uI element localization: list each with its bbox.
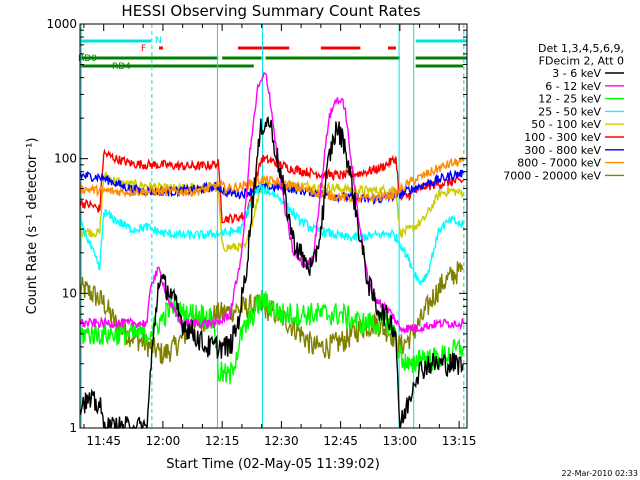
y-tick-label-3: 1000 (46, 17, 77, 31)
legend: Det 1,3,4,5,6,9,FDecim 2, Att 03 - 6 keV… (503, 42, 624, 182)
footer-date: 22-Mar-2010 02:33 (562, 469, 639, 478)
legend-label-1: 6 - 12 keV (545, 80, 601, 93)
legend-label-5: 100 - 300 keV (524, 131, 601, 144)
axes: 11:45 12:00 12:15 12:30 12:45 13:00 13:15 1 10 10… (46, 17, 476, 448)
x-tick-label-1: 12:00 (146, 434, 181, 448)
x-tick-label-0: 11:45 (86, 434, 121, 448)
y-tick-label-0: 1 (69, 421, 77, 435)
y-axis-label: Count Rate (s⁻¹ detector⁻¹) (25, 138, 40, 315)
legend-label-7: 800 - 7000 keV (517, 157, 601, 170)
flare-flag-label: F (141, 44, 146, 54)
y-tick-label-2: 100 (54, 152, 77, 166)
x-tick-label-2: 12:15 (205, 434, 240, 448)
legend-header-0: Det 1,3,4,5,6,9, (538, 42, 624, 55)
x-axis-label: Start Time (02-May-05 11:39:02) (166, 457, 380, 472)
series-line-4 (79, 171, 464, 252)
legend-label-0: 3 - 6 keV (552, 67, 601, 80)
x-tick-label-4: 12:45 (323, 434, 358, 448)
flag-bars: NF RD0 RD4 (78, 36, 467, 72)
series-line-0 (79, 116, 464, 429)
series-lines (79, 71, 464, 429)
x-tick-label-3: 12:30 (264, 434, 299, 448)
chart-title: HESSI Observing Summary Count Rates (121, 2, 420, 20)
series-line-1 (79, 71, 464, 334)
plot-frame (79, 23, 468, 429)
legend-label-6: 300 - 800 keV (524, 144, 601, 157)
legend-label-3: 25 - 50 keV (538, 105, 601, 118)
legend-label-4: 50 - 100 keV (531, 118, 601, 131)
legend-header-1: FDecim 2, Att 0 (539, 55, 624, 68)
legend-label-2: 12 - 25 keV (538, 93, 601, 106)
rd4-flag-label: RD4 (112, 62, 131, 72)
rd0-flag-label: RD0 (78, 54, 97, 64)
legend-label-8: 7000 - 20000 keV (503, 169, 601, 182)
series-line-7 (79, 156, 464, 204)
x-tick-label-6: 13:15 (442, 434, 477, 448)
x-tick-label-5: 13:00 (383, 434, 418, 448)
night-flag-label: N (155, 36, 162, 46)
y-tick-label-1: 10 (62, 286, 77, 300)
series-line-3 (79, 184, 464, 286)
